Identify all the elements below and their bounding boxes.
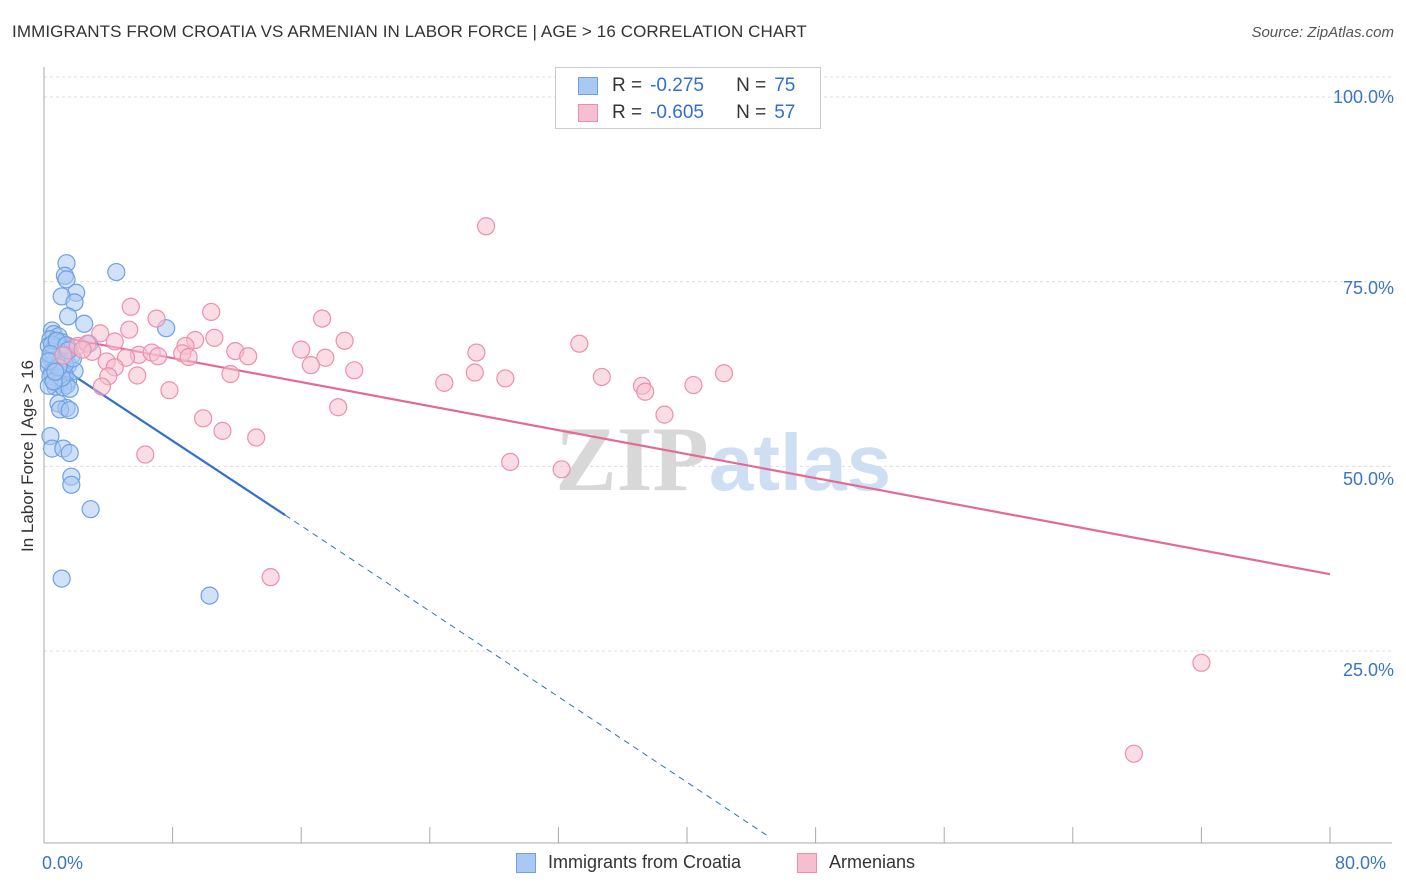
trend-line-dashed-croatia: [284, 514, 768, 837]
point-croatia-2: [57, 270, 76, 289]
point-armenians-7: [205, 328, 224, 347]
bottom-legend-armenians: Armenians: [797, 852, 915, 873]
point-armenians-13: [105, 332, 124, 351]
y-tick-label-50: 50.0%: [1342, 469, 1394, 489]
point-armenians-53: [1124, 744, 1143, 763]
point-armenians-33: [128, 366, 147, 385]
trend-line-croatia: [48, 358, 286, 517]
legend-row-armenians: R = -0.605 N = 57: [578, 101, 795, 125]
point-armenians-29: [345, 361, 364, 380]
point-croatia-60: [200, 586, 219, 605]
point-croatia-59: [52, 569, 71, 588]
legend-r-value-croatia: -0.275: [650, 75, 704, 96]
point-armenians-1: [121, 297, 140, 316]
point-armenians-21: [570, 334, 589, 353]
x-tick-label-min: 0.0%: [42, 853, 84, 873]
point-armenians-43: [329, 398, 348, 417]
axes: [43, 67, 1392, 844]
point-armenians-45: [194, 409, 213, 428]
point-armenians-34: [496, 369, 515, 388]
point-armenians-25: [149, 347, 168, 366]
point-armenians-52: [1192, 653, 1211, 672]
legend-n-label: N =: [736, 75, 767, 96]
point-armenians-56: [179, 347, 198, 367]
point-armenians-47: [247, 428, 266, 447]
legend-n-value-croatia: 75: [774, 75, 796, 96]
point-croatia-8: [75, 314, 94, 333]
point-armenians-5: [120, 320, 139, 339]
point-armenians-31: [465, 363, 484, 382]
chart-source: Source: ZipAtlas.com: [1251, 24, 1394, 41]
point-armenians-20: [467, 343, 486, 362]
legend-r-label: R =: [612, 102, 643, 123]
legend-r-label: R =: [612, 75, 643, 96]
point-armenians-18: [292, 340, 311, 359]
legend-row-croatia: R = -0.275 N = 75: [578, 74, 795, 98]
watermark: ZIP atlas: [555, 408, 891, 510]
y-tick-label-100: 100.0%: [1332, 87, 1394, 107]
point-armenians-48: [136, 445, 155, 464]
point-armenians-24: [316, 348, 335, 367]
watermark-zip: ZIP: [555, 408, 708, 510]
y-tick-label-75: 75.0%: [1342, 278, 1394, 298]
legend-swatch-armenians: [578, 104, 598, 122]
point-armenians-42: [636, 382, 655, 401]
point-armenians-0: [476, 217, 496, 236]
point-armenians-54: [54, 346, 73, 365]
legend-n-label: N =: [736, 102, 767, 123]
point-armenians-6: [91, 324, 110, 343]
point-armenians-51: [261, 568, 280, 587]
legend-swatch-croatia: [578, 77, 598, 95]
point-croatia-3: [107, 262, 126, 282]
point-croatia-74: [46, 362, 65, 381]
data-points: [39, 217, 1211, 763]
point-armenians-39: [684, 375, 703, 395]
point-croatia-51: [60, 401, 79, 420]
legend-n-value-armenians: 57: [774, 102, 796, 123]
point-armenians-50: [552, 460, 571, 479]
watermark-atlas: atlas: [709, 418, 891, 507]
bottom-legend-label-croatia: Immigrants from Croatia: [548, 852, 742, 872]
stats-legend: R = -0.275 N = 75 R = -0.605 N = 57: [555, 67, 821, 129]
point-armenians-36: [714, 364, 734, 383]
point-armenians-41: [160, 381, 179, 400]
bottom-legend-croatia: Immigrants from Croatia: [516, 852, 741, 873]
point-croatia-55: [60, 443, 79, 463]
point-armenians-44: [655, 405, 674, 424]
point-armenians-22: [239, 347, 258, 366]
point-croatia-58: [81, 500, 100, 519]
point-armenians-46: [213, 421, 232, 440]
point-armenians-4: [147, 309, 166, 328]
point-armenians-40: [92, 377, 111, 396]
point-croatia-7: [59, 307, 78, 326]
x-tick-label-max: 80.0%: [1335, 853, 1387, 873]
bottom-legend-label-armenians: Armenians: [829, 852, 916, 872]
chart-title: IMMIGRANTS FROM CROATIA VS ARMENIAN IN L…: [12, 22, 807, 41]
bottom-legend-swatch-croatia: [516, 852, 536, 873]
point-armenians-30: [221, 364, 240, 384]
point-armenians-9: [335, 331, 354, 350]
point-armenians-49: [501, 452, 520, 472]
point-armenians-27: [301, 356, 320, 375]
point-armenians-35: [592, 367, 611, 387]
trend-line-armenians: [59, 335, 1331, 576]
point-armenians-2: [202, 302, 221, 322]
point-armenians-3: [312, 309, 332, 328]
point-armenians-37: [435, 373, 454, 392]
point-armenians-55: [73, 340, 92, 359]
y-axis-label: In Labor Force | Age > 16: [18, 359, 37, 553]
trend-lines: [48, 335, 1331, 837]
legend-r-value-armenians: -0.605: [650, 102, 704, 123]
bottom-legend-swatch-armenians: [797, 852, 817, 873]
point-croatia-57: [62, 475, 81, 494]
y-tick-label-25: 25.0%: [1342, 660, 1394, 680]
